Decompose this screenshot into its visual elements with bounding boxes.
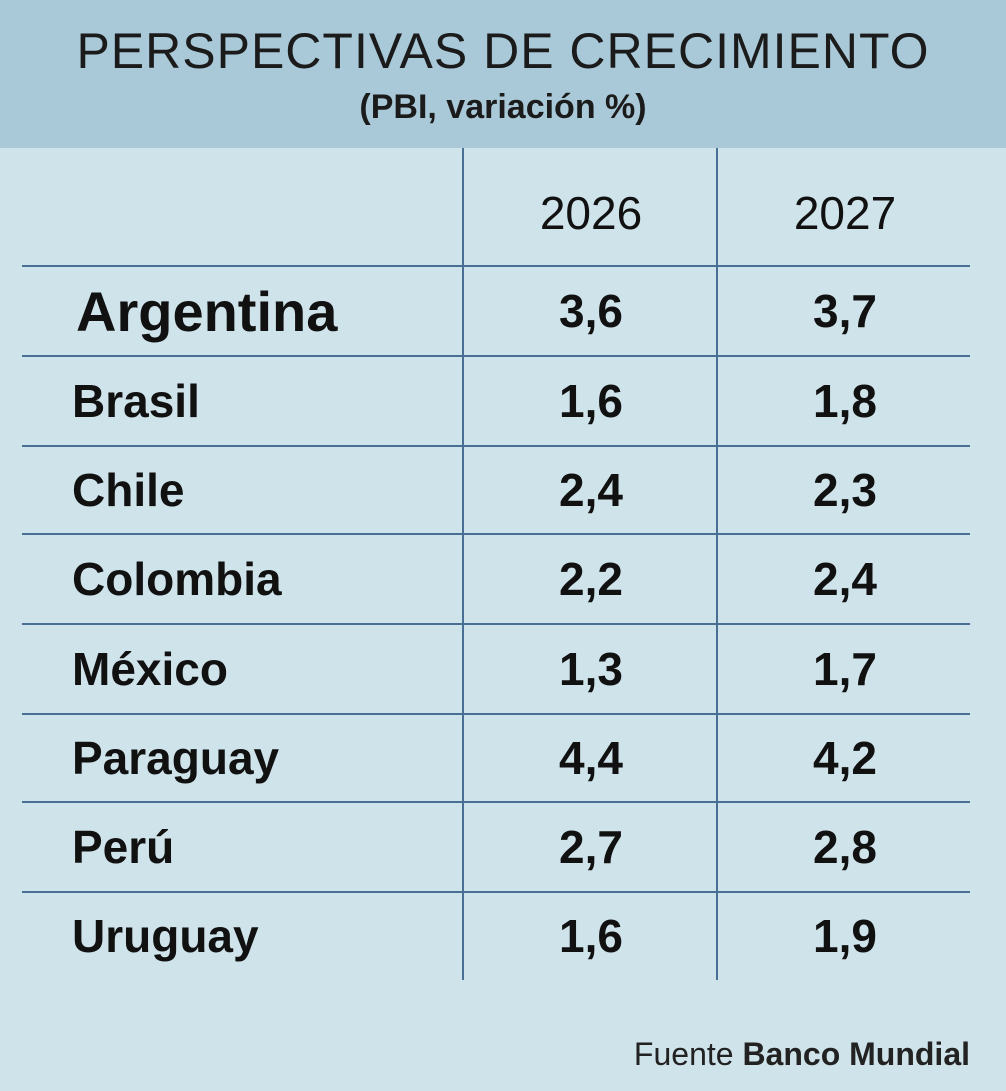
row-label: Perú: [72, 821, 175, 873]
row-label: Brasil: [72, 375, 200, 427]
source-note: Fuente Banco Mundial: [634, 1036, 970, 1073]
table-cell-value: 4,4: [559, 732, 623, 784]
chart-subtitle: (PBI, variación %): [359, 88, 647, 126]
table-cell-value: 2,7: [559, 821, 623, 873]
table-cell-value: 1,6: [559, 910, 623, 962]
row-label: Argentina: [76, 279, 338, 343]
column-header-2027: 2027: [793, 187, 897, 239]
chart-title: PERSPECTIVAS DE CRECIMIENTO: [76, 23, 930, 79]
table-cell-value: 3,6: [559, 285, 623, 337]
table-cell-value: 2,4: [559, 464, 623, 516]
chart-header: PERSPECTIVAS DE CRECIMIENTO (PBI, variac…: [0, 0, 1006, 148]
table-cell-value: 4,2: [813, 732, 877, 784]
table-cell-value: 2,2: [559, 553, 623, 605]
table-cell-value: 1,3: [559, 643, 623, 695]
growth-table: 2026 2027 Argentina 3,6 3,7 Brasil 1,6 1,8 Chile…: [0, 148, 1006, 988]
table-cell-value: 1,9: [813, 910, 877, 962]
row-label: Chile: [72, 464, 185, 516]
row-label: Uruguay: [72, 910, 259, 962]
table-cell-value: 1,6: [559, 375, 623, 427]
source-prefix: Fuente: [633, 1036, 734, 1072]
table-cell-value: 2,3: [813, 464, 877, 516]
row-label: Colombia: [72, 553, 282, 605]
table-cell-value: 3,7: [813, 285, 877, 337]
column-header-2026: 2026: [539, 187, 643, 239]
table-cell-value: 2,4: [813, 553, 877, 605]
table-grid: [22, 148, 970, 980]
row-label: Paraguay: [72, 732, 280, 784]
row-label: México: [72, 643, 228, 695]
table-cell-value: 2,8: [813, 821, 877, 873]
table-cell-value: 1,7: [813, 643, 877, 695]
table-cell-value: 1,8: [813, 375, 877, 427]
source-name: Banco Mundial: [742, 1036, 970, 1072]
